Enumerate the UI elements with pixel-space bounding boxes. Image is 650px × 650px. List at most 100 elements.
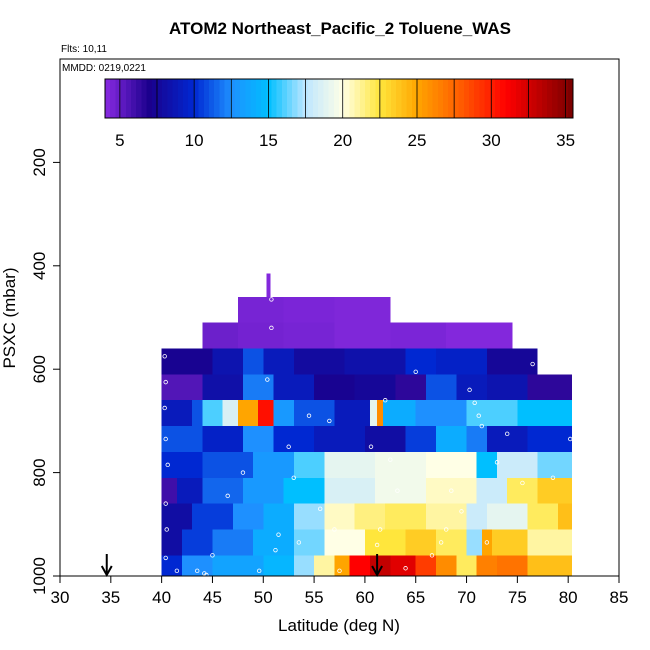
colorbar-swatch	[167, 79, 174, 118]
sample-marker	[195, 568, 200, 574]
heat-cell	[212, 555, 264, 576]
heat-cell	[222, 400, 238, 427]
heat-cell	[369, 400, 378, 427]
sample-marker	[472, 400, 477, 406]
heat-cell	[293, 529, 325, 556]
colorbar-swatch	[313, 79, 319, 118]
colorbar-swatch	[292, 79, 298, 118]
sample-marker	[174, 568, 180, 574]
sample-marker	[520, 480, 525, 486]
colorbar-swatch	[469, 79, 475, 118]
heat-cell	[527, 529, 573, 556]
colorbar-swatch	[391, 79, 397, 118]
y-tick-label: 200	[30, 148, 49, 176]
heat-cell	[273, 374, 315, 401]
colorbar-swatch	[250, 79, 257, 118]
colorbar-swatch	[229, 79, 236, 118]
colorbar-swatch	[365, 79, 371, 118]
colorbar-swatch	[359, 79, 366, 118]
heat-cell	[425, 451, 477, 478]
heat-cell	[293, 451, 325, 478]
heat-cell	[425, 374, 457, 401]
x-tick-label: 55	[305, 588, 324, 607]
heat-cell	[263, 503, 294, 530]
heat-cell	[456, 555, 477, 576]
colorbar-swatch	[521, 79, 527, 118]
y-tick-label: 600	[30, 355, 49, 383]
heat-cell	[324, 477, 376, 504]
heat-cell	[253, 529, 294, 556]
heat-cell	[334, 322, 391, 349]
colorbar-swatch	[255, 79, 262, 118]
heat-cell	[161, 400, 193, 427]
colorbar-swatch	[505, 79, 512, 118]
colorbar-swatch	[105, 79, 111, 118]
colorbar-tick-label: 25	[408, 131, 427, 150]
heat-cell	[517, 400, 573, 427]
colorbar-swatch	[541, 79, 548, 118]
heat-cell	[405, 348, 437, 375]
heat-cell	[192, 400, 203, 427]
sample-marker	[163, 436, 168, 442]
x-tick-label: 70	[457, 588, 476, 607]
colorbar	[105, 79, 574, 118]
heat-cell	[181, 555, 213, 576]
colorbar-swatch	[547, 79, 553, 118]
colorbar-swatch	[141, 79, 148, 118]
colorbar-swatch	[531, 79, 538, 118]
heat-cell	[161, 529, 182, 556]
heat-cell	[364, 426, 406, 452]
heat-cell	[242, 477, 284, 504]
sample-marker	[225, 493, 230, 499]
heat-cell	[212, 348, 243, 375]
flight-arrow	[371, 554, 383, 578]
x-axis: 30 35 40 45 50 55 60 65 70 75 80 85	[51, 576, 628, 607]
colorbar-swatch	[110, 79, 116, 118]
colorbar-tick-label: 20	[333, 131, 352, 150]
heat-cell	[486, 426, 528, 452]
heat-cell	[497, 555, 528, 576]
colorbar-swatch	[417, 79, 423, 118]
heat-cell	[395, 374, 426, 401]
colorbar-swatch	[510, 79, 517, 118]
heat-cell	[161, 503, 193, 530]
x-tick-label: 60	[355, 588, 374, 607]
colorbar-swatch	[125, 79, 132, 118]
sample-marker	[162, 354, 167, 359]
heat-cell	[283, 296, 335, 323]
colorbar-swatch	[235, 79, 241, 118]
sample-marker	[163, 555, 168, 561]
sample-marker	[484, 540, 490, 545]
sample-marker	[530, 361, 535, 367]
heat-cell	[202, 426, 243, 452]
sample-marker	[273, 547, 278, 553]
sample-marker	[388, 457, 393, 462]
colorbar-swatch	[349, 79, 356, 118]
colorbar-swatch	[479, 79, 486, 118]
sample-marker	[429, 553, 435, 558]
colorbar-swatch	[489, 79, 496, 118]
sample-marker	[162, 405, 167, 411]
colorbar-swatch	[209, 79, 215, 118]
colorbar-tick-label: 15	[259, 131, 278, 150]
sample-marker	[317, 506, 323, 511]
heat-cell	[237, 400, 259, 427]
colorbar-swatch	[401, 79, 408, 118]
colorbar-swatch	[245, 79, 252, 118]
heat-cell	[181, 529, 213, 556]
heat-cell	[466, 426, 487, 452]
sample-marker	[467, 387, 472, 393]
y-axis-label: PSXC (mbar)	[0, 267, 19, 368]
heat-cell	[176, 477, 203, 504]
sample-marker	[163, 501, 168, 506]
heat-cell	[436, 529, 467, 556]
colorbar-swatch	[526, 79, 532, 118]
colorbar-swatch	[495, 79, 501, 118]
sample-marker	[438, 540, 444, 545]
colorbar-ticks: 5 10 15 20 25 30 35	[104, 78, 575, 150]
plot-frame	[59, 58, 620, 577]
heat-cell	[161, 374, 203, 401]
heat-cell	[263, 348, 294, 375]
sample-marker	[286, 444, 291, 449]
